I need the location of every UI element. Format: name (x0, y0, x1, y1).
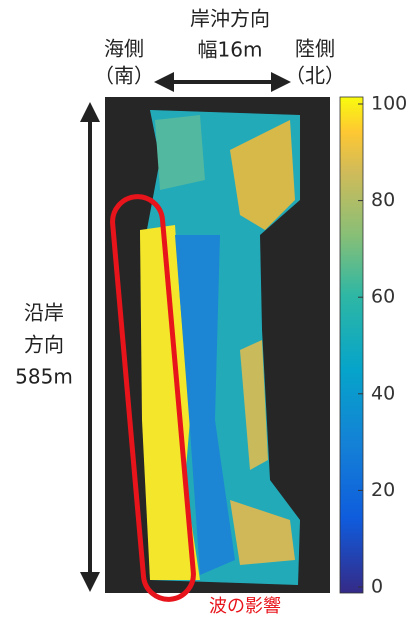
colorbar-tick-label: 60 (371, 286, 395, 308)
figure: 020406080100 岸沖方向 幅16m 海側 （南） 陸側 （北） 沿岸 … (0, 0, 419, 619)
colorbar-tick-label: 80 (371, 189, 395, 211)
sea-side-label: 海側 (104, 37, 144, 61)
colorbar (340, 97, 363, 593)
colorbar-tick-label: 40 (371, 382, 395, 404)
direction-label: 方向 (24, 333, 64, 357)
colorbar-tick-label: 20 (371, 479, 395, 501)
north-label: （北） (285, 64, 345, 88)
land-side-label: 陸側 (295, 37, 335, 61)
colorbar-tick-label: 0 (371, 576, 383, 598)
width-label: 幅16m (198, 38, 263, 62)
colorbar-tick-label: 100 (371, 93, 407, 115)
length-label: 585m (15, 365, 73, 389)
annotation: 波の影響 (209, 596, 281, 617)
south-label: （南） (94, 64, 154, 88)
cross-shore-label: 岸沖方向 (190, 7, 270, 31)
alongshore-label: 沿岸 (24, 301, 64, 325)
